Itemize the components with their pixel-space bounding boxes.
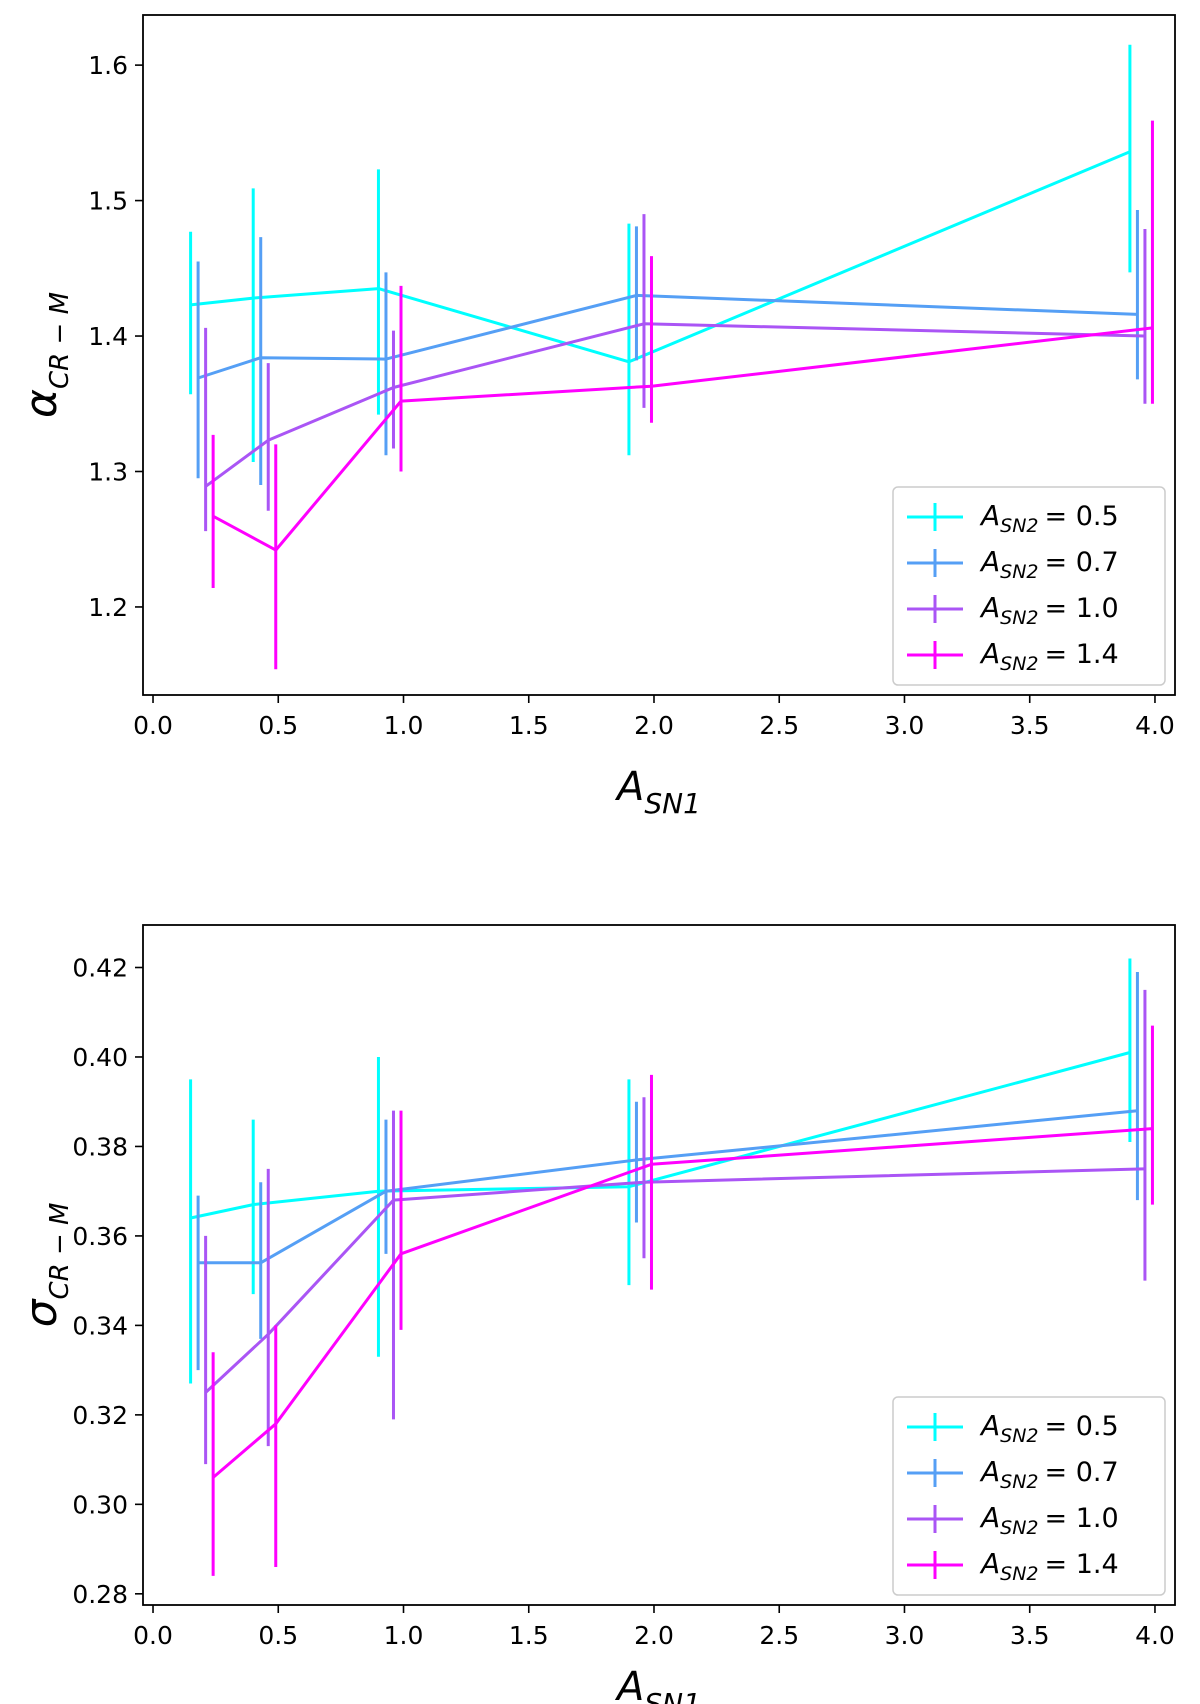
x-tick-label: 0.0 [133,711,173,740]
legend-box [892,1396,1166,1596]
axes-frame [142,924,1176,1606]
y-tick-label: 0.42 [72,954,128,983]
series-line [190,150,1131,364]
legend-label: ASN2 = 1.0 [979,1501,1119,1539]
legend-label: ASN2 = 0.7 [979,545,1119,583]
y-tick-label: 1.2 [88,593,128,622]
series-line [198,1109,1138,1265]
y-axis-label: αCR − M [16,292,75,418]
x-tick-label: 3.5 [1010,1621,1050,1650]
axes-frame [142,14,1176,696]
series-line [204,1167,1145,1394]
x-tick-label: 4.0 [1135,711,1175,740]
x-tick-label: 2.5 [759,1621,799,1650]
legend-box [892,486,1166,686]
y-tick-label: 0.40 [72,1043,128,1072]
legend-label: ASN2 = 0.5 [979,499,1119,537]
x-tick-label: 0.5 [258,711,298,740]
x-tick-label: 1.5 [509,1621,549,1650]
y-tick-label: 1.6 [88,51,128,80]
x-tick-label: 3.5 [1010,711,1050,740]
x-tick-label: 0.5 [258,1621,298,1650]
x-tick-label: 1.0 [384,1621,424,1650]
x-tick-label: 3.0 [885,711,925,740]
y-tick-label: 0.38 [72,1132,128,1161]
series-line [212,326,1153,552]
x-axis-label: ASN1 [614,764,701,820]
y-tick-label: 0.30 [72,1490,128,1519]
y-tick-label: 1.3 [88,457,128,486]
x-tick-label: 3.0 [885,1621,925,1650]
series-line [204,322,1145,488]
alpha-panel: 0.0 0.5 1.0 1.5 2.0 2.5 3.0 3.5 4.0 1.2 1.3 1.4 1.5 1… [16,14,1176,820]
x-tick-label: 2.0 [634,711,674,740]
y-tick-label: 1.5 [88,187,128,216]
series-line [197,293,1138,380]
legend-label: ASN2 = 1.0 [979,591,1119,629]
y-tick-label: 0.28 [72,1580,128,1609]
series-line [212,1127,1153,1479]
y-axis-label: σCR − M [16,1203,75,1328]
x-tick-label: 0.0 [133,1621,173,1650]
x-tick-label: 1.0 [384,711,424,740]
legend: ASN2 = 0.5 ASN2 = 0.7 ASN2 = 1.0 ASN2 = 1.4 [892,1396,1166,1596]
y-tick-label: 0.36 [72,1222,128,1251]
x-tick-label: 4.0 [1135,1621,1175,1650]
legend-label: ASN2 = 0.7 [979,1455,1119,1493]
legend-label: ASN2 = 1.4 [979,637,1119,675]
legend-label: ASN2 = 0.5 [979,1409,1119,1447]
y-tick-label: 0.34 [72,1311,128,1340]
sigma-panel: 0.0 0.5 1.0 1.5 2.0 2.5 3.0 3.5 4.0 0.28 0.30 0.32 0… [16,924,1176,1704]
legend-label: ASN2 = 1.4 [979,1547,1119,1585]
x-tick-label: 2.5 [759,711,799,740]
y-tick-label: 0.32 [72,1401,128,1430]
x-tick-label: 2.0 [634,1621,674,1650]
x-axis-label: ASN1 [614,1664,701,1704]
y-tick-label: 1.4 [88,322,128,351]
legend: ASN2 = 0.5 ASN2 = 0.7 ASN2 = 1.0 ASN2 = 1.4 [892,486,1166,686]
x-tick-label: 1.5 [509,711,549,740]
series-line [190,1051,1131,1220]
